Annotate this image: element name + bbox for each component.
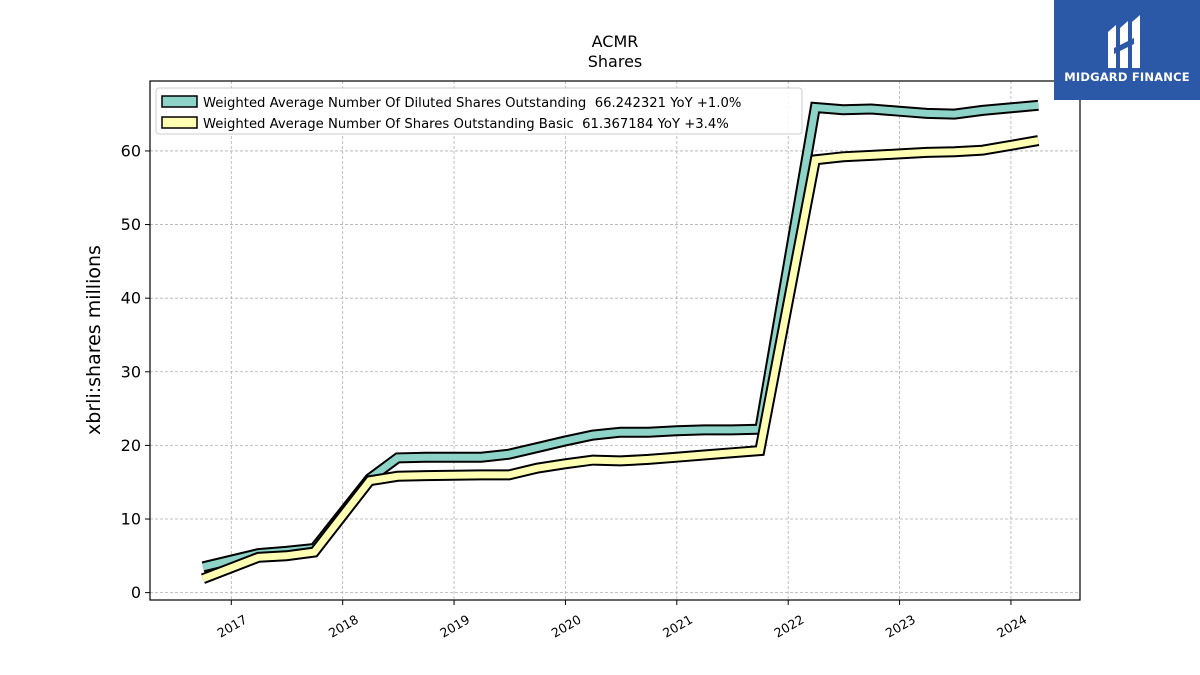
series-outline-1 (201, 99, 1039, 573)
x-tick-label: 2018 (326, 612, 361, 641)
y-tick-label: 50 (121, 215, 141, 234)
x-tick-label: 2017 (215, 612, 250, 641)
y-tick-label: 0 (131, 583, 141, 602)
plot-frame (149, 80, 1081, 601)
x-tick-label: 2022 (771, 612, 806, 641)
legend-label-1: Weighted Average Number Of Diluted Share… (203, 96, 741, 111)
series-line-2 (201, 137, 1039, 582)
legend-label-2: Weighted Average Number Of Shares Outsta… (203, 117, 729, 132)
legend-swatch-1 (161, 95, 198, 108)
midgard-logo-icon (1108, 15, 1140, 68)
series-layer (201, 99, 1040, 584)
chart-title: ACMR (592, 32, 639, 51)
legend-swatch-2 (161, 116, 198, 129)
y-tick-label: 10 (121, 510, 141, 529)
brand-logo: MIDGARD FINANCE (1054, 0, 1200, 100)
y-axis-label: xbrli:shares millions (83, 245, 105, 435)
x-tick-label: 2020 (549, 612, 584, 641)
y-tick-label: 30 (121, 362, 141, 381)
series-line-1 (202, 101, 1039, 571)
series-outline-2 (201, 135, 1040, 584)
chart-subtitle: Shares (588, 52, 643, 71)
legend-box (155, 87, 803, 135)
x-tick-label: 2019 (437, 612, 472, 641)
y-tick-label: 20 (121, 436, 141, 455)
x-tick-label: 2023 (883, 612, 918, 641)
y-tick-label: 60 (121, 141, 141, 160)
legend: Weighted Average Number Of Diluted Share… (155, 87, 803, 135)
x-tick-label: 2024 (994, 612, 1029, 641)
x-axis: 2017 2018 2019 2020 2021 2022 2023 2024 (215, 600, 1029, 641)
y-axis: 0 10 20 30 40 50 60 (121, 141, 150, 602)
x-tick-label: 2021 (660, 612, 695, 641)
brand-name: MIDGARD FINANCE (1064, 70, 1190, 84)
grid-lines (150, 81, 1080, 600)
y-tick-label: 40 (121, 289, 141, 308)
